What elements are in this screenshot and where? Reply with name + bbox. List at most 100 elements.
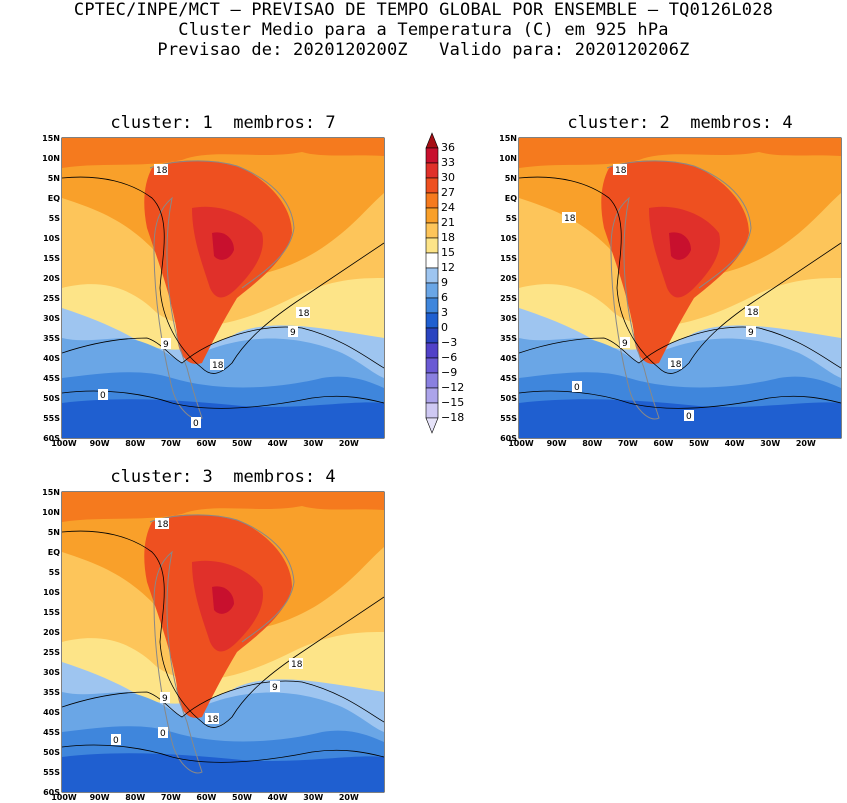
panel-1-contour-labels: 18 18 9 9 18 0 0 <box>98 164 310 429</box>
colorbar-swatch <box>425 342 439 359</box>
lat-tick-label: EQ <box>505 194 517 203</box>
panel-1-temperature-field <box>62 138 384 438</box>
contour-label: 0 <box>686 412 692 422</box>
lon-tick-label: 20W <box>339 439 359 448</box>
lat-tick-label: 10S <box>43 588 60 597</box>
lat-tick-label: 50S <box>43 394 60 403</box>
lon-tick-label: 50W <box>689 439 709 448</box>
header-line-1: CPTEC/INPE/MCT – PREVISAO DE TEMPO GLOBA… <box>73 0 774 20</box>
colorbar-swatch <box>425 132 439 149</box>
colorbar-swatch <box>425 417 439 434</box>
panel-3-contour-labels: 18 18 9 9 18 0 0 <box>111 518 303 746</box>
colorbar-level-label: 18 <box>441 231 455 244</box>
lat-tick-label: 10N <box>42 508 60 517</box>
lat-tick-label: 50S <box>500 394 517 403</box>
colorbar-swatch <box>425 297 439 314</box>
colorbar-level-label: −3 <box>441 336 458 349</box>
lon-tick-label: 60W <box>196 793 216 802</box>
lat-tick-label: 15N <box>499 134 517 143</box>
lon-tick-label: 80W <box>582 439 602 448</box>
colorbar-swatch <box>425 192 439 209</box>
lat-tick-label: 55S <box>43 768 60 777</box>
contour-label: 9 <box>163 340 169 350</box>
colorbar-level-label: −9 <box>441 366 458 379</box>
colorbar-level-label: 9 <box>441 276 448 289</box>
panel-3-title: cluster: 3 membros: 4 <box>110 467 336 487</box>
contour-label: 18 <box>564 214 576 224</box>
lat-tick-label: 30S <box>500 314 517 323</box>
lat-tick-label: 15N <box>42 134 60 143</box>
colorbar-level-label: 33 <box>441 156 455 169</box>
lon-tick-label: 60W <box>653 439 673 448</box>
lat-tick-label: 5N <box>48 528 60 537</box>
lon-tick-label: 40W <box>268 793 288 802</box>
lon-tick-label: 20W <box>796 439 816 448</box>
contour-label: 9 <box>748 328 754 338</box>
colorbar-swatch <box>425 147 439 164</box>
lon-tick-label: 30W <box>303 793 323 802</box>
lat-tick-label: EQ <box>48 548 60 557</box>
lat-tick-label: 15S <box>43 608 60 617</box>
lat-tick-label: 10S <box>500 234 517 243</box>
contour-label: 0 <box>113 736 119 746</box>
contour-label: 18 <box>207 715 219 725</box>
colorbar-level-label: −12 <box>441 381 465 394</box>
contour-label: 18 <box>291 660 303 670</box>
panel-2-temperature-field <box>519 138 841 438</box>
colorbar-level-label: −15 <box>441 396 465 409</box>
colorbar-swatch <box>425 312 439 329</box>
contour-label: 18 <box>298 309 310 319</box>
lon-tick-label: 80W <box>125 793 145 802</box>
contour-label: 18 <box>670 360 682 370</box>
lat-tick-label: 15S <box>500 254 517 263</box>
contour-label: 9 <box>272 683 278 693</box>
header-line-2: Cluster Medio para a Temperatura (C) em … <box>178 20 669 40</box>
colorbar-level-label: 0 <box>441 321 448 334</box>
lat-tick-label: 5N <box>505 174 517 183</box>
colorbar-level-label: 21 <box>441 216 455 229</box>
lat-tick-label: 55S <box>43 414 60 423</box>
lat-tick-label: 15S <box>43 254 60 263</box>
lat-tick-label: 5S <box>49 214 61 223</box>
contour-label: 18 <box>212 361 224 371</box>
lat-tick-label: 45S <box>43 374 60 383</box>
lat-tick-label: 10N <box>42 154 60 163</box>
colorbar-swatch <box>425 387 439 404</box>
lon-tick-label: 40W <box>268 439 288 448</box>
lat-tick-label: 40S <box>43 354 60 363</box>
colorbar-swatch <box>425 402 439 419</box>
panel-2-contour-labels: 18 18 18 9 9 18 0 0 <box>562 164 759 422</box>
lon-tick-label: 30W <box>303 439 323 448</box>
colorbar-swatch <box>425 327 439 344</box>
contour-label: 9 <box>622 339 628 349</box>
lon-tick-label: 30W <box>760 439 780 448</box>
lat-tick-label: 45S <box>500 374 517 383</box>
lat-tick-label: 30S <box>43 314 60 323</box>
lon-tick-label: 100W <box>51 439 77 448</box>
panel-3-axis-labels: 15N 10N 5N EQ 5S 10S 15S 20S 25S 30S 35S 40S 45S 50S 5… <box>42 488 359 802</box>
contour-label: 0 <box>160 729 166 739</box>
colorbar-swatch <box>425 282 439 299</box>
colorbar-level-label: 12 <box>441 261 455 274</box>
contour-label: 18 <box>747 308 759 318</box>
lat-tick-label: 40S <box>43 708 60 717</box>
lat-tick-label: 20S <box>500 274 517 283</box>
colorbar-level-label: 6 <box>441 291 448 304</box>
lat-tick-label: 25S <box>500 294 517 303</box>
lon-tick-label: 80W <box>125 439 145 448</box>
lon-tick-label: 40W <box>725 439 745 448</box>
lat-tick-label: 15N <box>42 488 60 497</box>
lon-tick-label: 70W <box>161 793 181 802</box>
lat-tick-label: 30S <box>43 668 60 677</box>
contour-label: 18 <box>615 166 627 176</box>
contour-label: 9 <box>162 694 168 704</box>
lat-tick-label: 20S <box>43 274 60 283</box>
panel-1-title: cluster: 1 membros: 7 <box>110 113 336 133</box>
colorbar-level-label: 3 <box>441 306 448 319</box>
colorbar-swatch <box>425 177 439 194</box>
lat-tick-label: 40S <box>500 354 517 363</box>
panel-2-axis-labels: 15N 10N 5N EQ 5S 10S 15S 20S 25S 30S 35S 40S 45S 50S 5… <box>499 134 816 448</box>
lon-tick-label: 100W <box>508 439 534 448</box>
panel-2-title: cluster: 2 membros: 4 <box>567 113 793 133</box>
lon-tick-label: 100W <box>51 793 77 802</box>
